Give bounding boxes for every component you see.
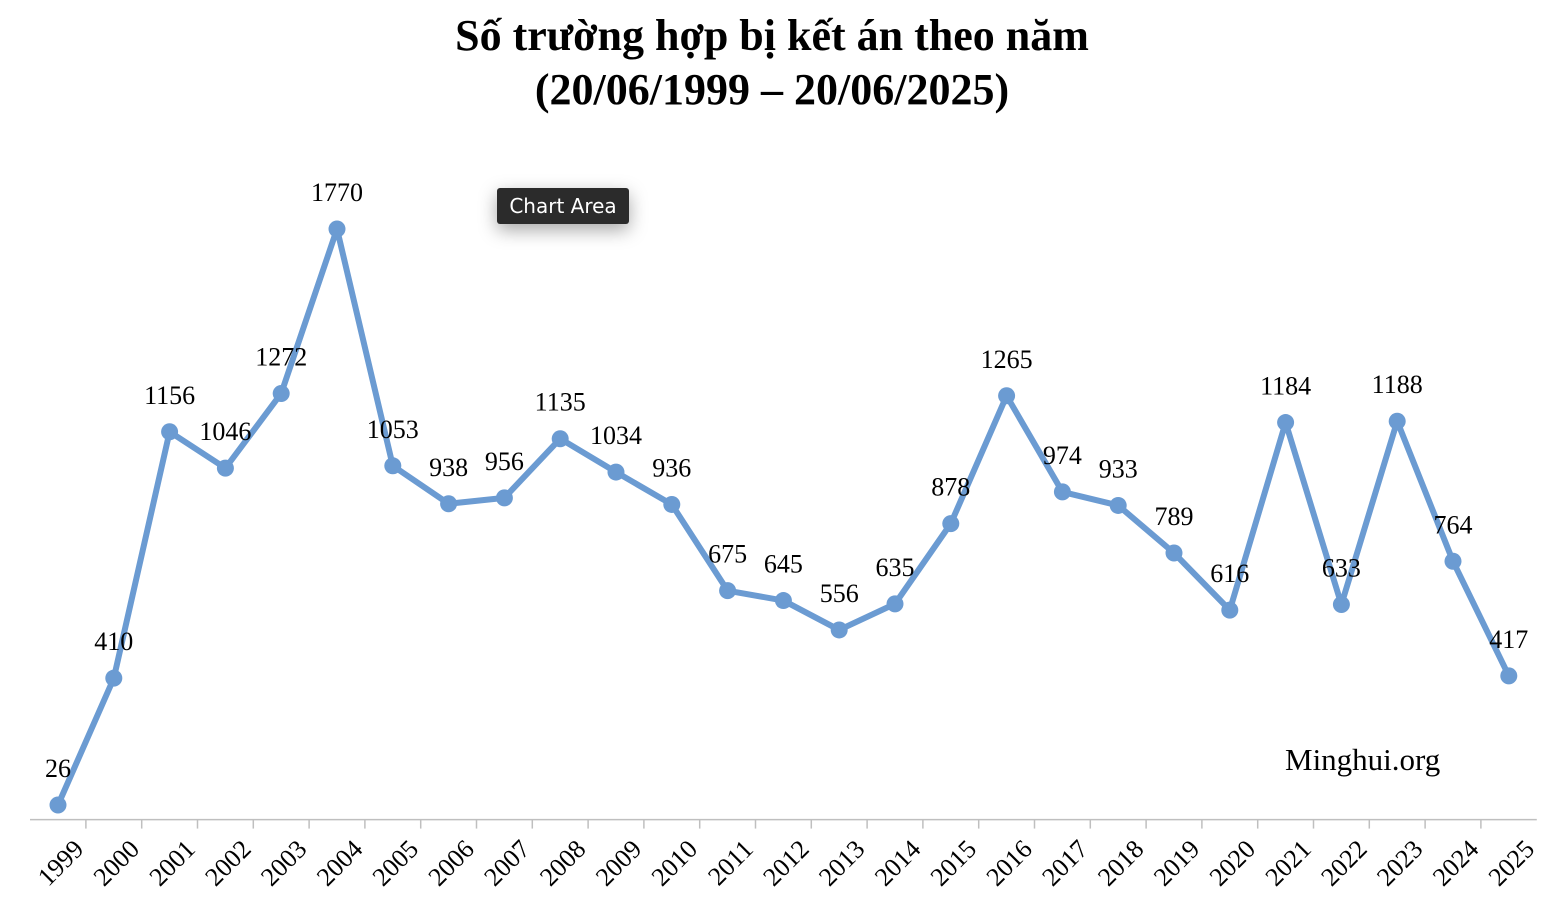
data-point	[105, 669, 123, 687]
data-point	[1053, 483, 1071, 501]
x-tick-label: 2023	[1371, 834, 1428, 891]
data-label: 675	[708, 540, 747, 569]
x-tick-label: 2002	[199, 834, 256, 891]
data-label: 1156	[144, 381, 195, 410]
series-line	[55, 226, 1512, 808]
watermark: Minghui.org	[1285, 742, 1441, 777]
data-label: 635	[876, 553, 915, 582]
data-label: 1135	[535, 388, 586, 417]
x-tick-label: 2007	[478, 834, 535, 891]
data-point	[942, 515, 960, 533]
data-point	[1388, 412, 1406, 430]
data-label: 410	[94, 627, 133, 656]
data-point	[49, 796, 67, 814]
x-tick-label: 2019	[1148, 834, 1205, 891]
data-label: 417	[1489, 625, 1528, 654]
x-tick-label: 2016	[981, 834, 1038, 891]
data-label: 938	[429, 453, 468, 482]
data-label: 26	[45, 754, 71, 783]
x-tick-label: 2012	[757, 834, 814, 891]
x-tick-label: 2025	[1483, 834, 1540, 891]
x-tick-label: 2010	[646, 834, 703, 891]
data-point	[1277, 414, 1295, 432]
data-point	[440, 495, 458, 513]
data-point	[998, 387, 1016, 405]
x-tick-label: 2003	[255, 834, 312, 891]
x-tick-label: 2018	[1092, 834, 1149, 891]
x-tick-label: 2024	[1427, 834, 1484, 891]
data-label: 974	[1043, 441, 1082, 470]
x-tick-label: 2015	[925, 834, 982, 891]
data-point	[161, 423, 179, 441]
data-point	[1221, 601, 1239, 619]
data-point	[774, 592, 792, 610]
x-tick-label: 2017	[1036, 834, 1093, 891]
data-label: 1034	[590, 421, 642, 450]
chart-area-tooltip: Chart Area	[497, 188, 629, 224]
x-tick-label: 1999	[32, 834, 89, 891]
data-label: 1184	[1260, 372, 1311, 401]
x-tick-label: 2008	[534, 834, 591, 891]
data-point	[1165, 544, 1183, 562]
x-tick-label: 2009	[590, 834, 647, 891]
data-label: 616	[1210, 559, 1249, 588]
data-point	[830, 621, 848, 639]
x-tick-label: 2000	[88, 834, 145, 891]
x-tick-label: 2006	[423, 834, 480, 891]
data-point	[1332, 596, 1350, 614]
x-tick-label: 2011	[702, 834, 759, 891]
x-tick-label: 2005	[367, 834, 424, 891]
data-label: 1053	[367, 415, 419, 444]
data-point	[663, 495, 681, 513]
x-tick-label: 2022	[1315, 834, 1372, 891]
data-label: 789	[1155, 502, 1194, 531]
data-point	[384, 457, 402, 475]
data-point	[551, 430, 569, 448]
data-point	[495, 489, 513, 507]
data-label: 1188	[1372, 370, 1423, 399]
x-tick-label: 2014	[869, 834, 926, 891]
data-label: 556	[820, 579, 859, 608]
x-tick-label: 2001	[144, 834, 201, 891]
chart-title: Số trường hợp bị kết án theo năm	[455, 11, 1089, 60]
data-point	[886, 595, 904, 613]
data-label: 764	[1434, 510, 1473, 539]
x-tick-label: 2021	[1260, 834, 1317, 891]
data-point	[1444, 552, 1462, 570]
data-point	[719, 582, 737, 600]
x-tick-label: 2020	[1204, 834, 1261, 891]
chart-subtitle: (20/06/1999 – 20/06/2025)	[534, 65, 1010, 114]
data-label: 633	[1322, 554, 1361, 583]
data-label: 1770	[311, 178, 363, 207]
data-point	[272, 384, 290, 402]
data-label: 878	[931, 473, 970, 502]
data-label: 1046	[199, 417, 251, 446]
data-point	[216, 459, 234, 477]
data-point	[1500, 667, 1518, 685]
data-label: 645	[764, 550, 803, 579]
data-label: 936	[652, 453, 691, 482]
x-tick-label: 2013	[813, 834, 870, 891]
data-label: 1272	[255, 342, 307, 371]
data-point	[1109, 496, 1127, 514]
x-tick-label: 2004	[311, 834, 368, 891]
data-label: 933	[1099, 454, 1138, 483]
data-label: 956	[485, 447, 524, 476]
data-label: 1265	[981, 345, 1033, 374]
data-point	[328, 220, 346, 238]
data-point	[607, 463, 625, 481]
